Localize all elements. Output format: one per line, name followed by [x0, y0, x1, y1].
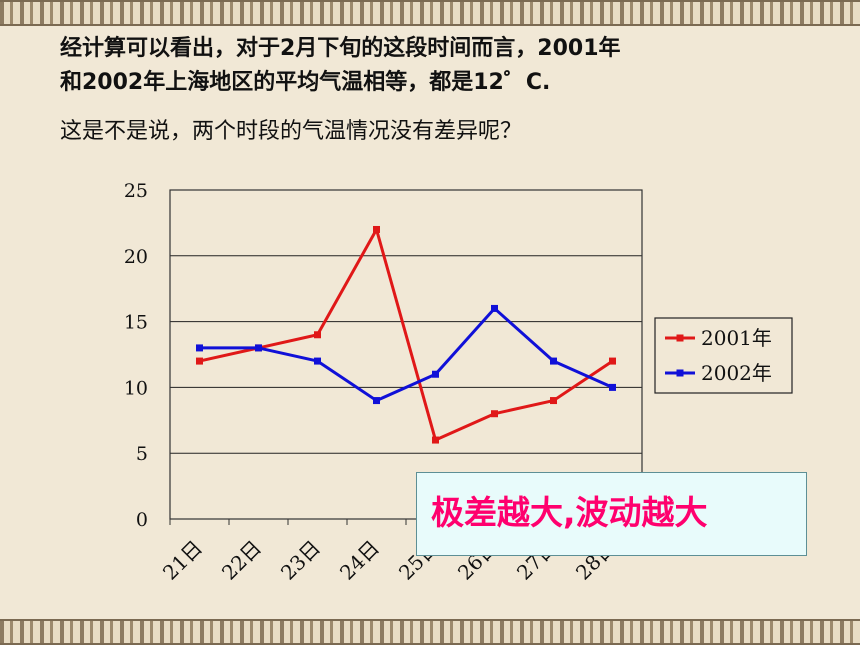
slide-text-line-1: 经计算可以看出，对于2月下旬的这段时间而言，2001年 — [60, 36, 621, 61]
chart-legend: 2001年 2002年 — [654, 317, 793, 394]
data-point — [432, 436, 439, 444]
series-line-0 — [199, 227, 614, 442]
data-point — [196, 357, 203, 365]
legend-marker — [676, 369, 684, 377]
data-point — [314, 357, 321, 365]
decorative-bottom-border — [0, 619, 860, 645]
slide-text-question: 这是不是说，两个时段的气温情况没有差异呢？ — [60, 119, 523, 144]
legend-marker — [676, 334, 684, 342]
data-point — [432, 370, 439, 378]
slide-text-line-2: 和2002年上海地区的平均气温相等，都是12゜C. — [60, 70, 551, 95]
series-line-1 — [199, 306, 614, 403]
data-point — [609, 383, 616, 391]
x-tick-label: 23日 — [276, 536, 325, 585]
data-point — [314, 331, 321, 339]
data-point — [491, 410, 498, 418]
x-tick-label: 22日 — [217, 536, 266, 585]
data-point — [373, 397, 380, 405]
x-tick-label: 24日 — [335, 536, 384, 585]
data-point — [550, 357, 557, 365]
data-point — [491, 304, 498, 312]
y-tick-label: 10 — [124, 377, 148, 399]
callout-box: 极差越大,波动越大 — [416, 472, 807, 556]
legend-box — [654, 317, 793, 394]
data-point — [373, 225, 380, 233]
legend-label: 2001年 — [701, 326, 772, 350]
legend-label: 2002年 — [701, 361, 772, 385]
data-point — [550, 397, 557, 405]
data-point — [196, 344, 203, 352]
decorative-top-border — [0, 0, 860, 26]
data-point — [609, 357, 616, 365]
chart-series — [196, 225, 616, 444]
callout-text: 极差越大,波动越大 — [431, 493, 708, 532]
y-tick-label: 25 — [124, 180, 148, 202]
y-axis-tick-labels: 0 5 10 15 20 25 — [124, 180, 148, 531]
y-tick-label: 20 — [124, 246, 148, 268]
plot-frame — [169, 189, 643, 520]
chart-gridlines — [170, 189, 642, 454]
y-tick-label: 0 — [136, 509, 148, 531]
y-tick-label: 5 — [136, 443, 148, 465]
y-tick-label: 15 — [124, 312, 148, 334]
x-tick-label: 21日 — [158, 536, 207, 585]
data-point — [255, 344, 262, 352]
